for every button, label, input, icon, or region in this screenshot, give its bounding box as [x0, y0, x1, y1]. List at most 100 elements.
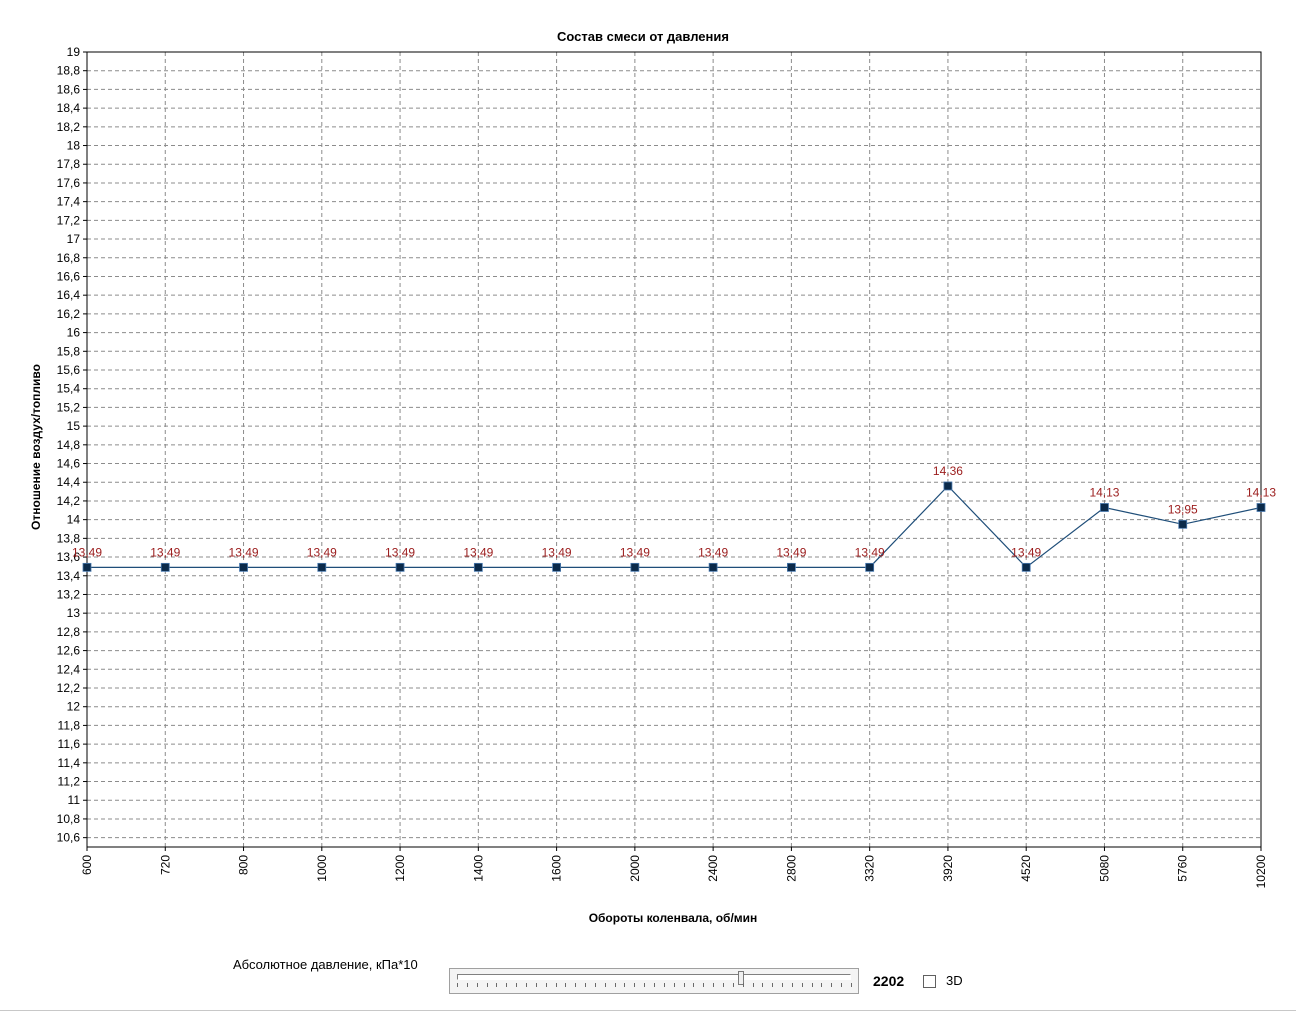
y-tick-label: 12,6 — [57, 644, 81, 658]
y-tick-label: 14,4 — [57, 475, 81, 489]
slider-tick — [575, 983, 577, 987]
y-tick-label: 18,6 — [57, 82, 81, 96]
chart-title: Состав смеси от давления — [557, 29, 729, 44]
y-tick-label: 17,2 — [57, 213, 81, 227]
slider-value: 2202 — [873, 973, 905, 989]
series-line — [87, 485, 1262, 569]
slider-tick — [801, 983, 803, 987]
slider-tick — [565, 983, 567, 987]
data-point — [1021, 562, 1031, 572]
data-point — [1100, 503, 1109, 512]
data-label: 14,13 — [1246, 485, 1276, 499]
x-tick-label: 4520 — [1019, 855, 1033, 882]
y-tick-label: 17,6 — [57, 176, 81, 190]
y-tick-label: 15,8 — [57, 344, 81, 358]
slider-tick — [811, 983, 813, 987]
data-label: 14,13 — [1089, 485, 1119, 499]
x-tick-label: 5080 — [1097, 855, 1111, 882]
slider-tick — [555, 983, 557, 987]
data-point — [82, 562, 92, 572]
divider — [0, 1010, 1296, 1011]
y-tick-label: 16,4 — [57, 288, 81, 302]
slider-tick — [604, 983, 606, 987]
slider-tick — [703, 983, 705, 987]
slider-tick — [476, 983, 478, 987]
slider-tick — [545, 983, 547, 987]
slider-tick — [594, 983, 596, 987]
data-point — [395, 562, 405, 572]
y-tick-label: 12,2 — [57, 681, 81, 695]
x-tick-label: 1200 — [393, 855, 407, 882]
y-tick-label: 11,4 — [58, 756, 81, 770]
data-point — [1178, 519, 1188, 529]
data-label: 14,36 — [933, 464, 963, 478]
y-tick-label: 18 — [67, 139, 81, 153]
y-tick-label: 15,4 — [57, 382, 81, 396]
slider-tick — [752, 983, 754, 987]
slider-tick — [693, 983, 695, 987]
y-tick-label: 11 — [68, 793, 81, 807]
plot-area — [86, 51, 1262, 848]
data-label: 13,49 — [542, 545, 572, 559]
x-axis-label: Обороты коленвала, об/мин — [589, 911, 758, 925]
x-tick-label: 2800 — [784, 855, 798, 882]
x-tick-label: 720 — [158, 855, 172, 875]
y-tick-label: 12 — [67, 700, 81, 714]
slider-tick — [525, 983, 527, 987]
x-tick-label: 800 — [237, 855, 251, 875]
y-tick-label: 15 — [67, 419, 81, 433]
y-tick-label: 11,6 — [58, 737, 81, 751]
slider-tick — [457, 983, 458, 987]
x-tick-label: 600 — [80, 855, 94, 875]
3d-checkbox-label: 3D — [946, 973, 963, 988]
slider-tick — [683, 983, 685, 987]
data-point — [787, 562, 796, 572]
slider-tick — [772, 983, 774, 987]
y-tick-label: 15,2 — [57, 400, 81, 414]
y-axis-label: Отношение воздух/топливо — [29, 364, 43, 530]
data-point — [1256, 503, 1266, 512]
data-label: 13,49 — [307, 545, 337, 559]
slider-tick — [624, 983, 626, 987]
slider-tick — [654, 983, 655, 987]
slider-tick — [535, 983, 537, 987]
slider-tick — [634, 983, 636, 987]
slider-thumb[interactable] — [737, 971, 744, 985]
y-tick-label: 12,4 — [57, 662, 81, 676]
slider-tick — [673, 983, 675, 987]
data-label: 13,49 — [698, 545, 728, 559]
3d-checkbox[interactable] — [923, 975, 936, 988]
slider-ticks — [457, 983, 852, 989]
slider-tick — [506, 983, 508, 987]
slider-tick — [722, 983, 724, 987]
y-tick-label: 13,8 — [57, 531, 81, 545]
slider-tick — [841, 983, 843, 987]
y-tick-label: 13,2 — [57, 587, 81, 601]
slider-tick — [831, 983, 833, 987]
y-tick-label: 18,2 — [57, 120, 81, 134]
data-label: 13,49 — [776, 545, 806, 559]
slider-tick — [791, 983, 793, 987]
data-point — [160, 562, 170, 572]
y-tick-label: 12,8 — [57, 625, 81, 639]
slider-tick — [782, 983, 784, 987]
slider-tick — [486, 983, 488, 987]
x-tick-label: 5760 — [1176, 855, 1190, 882]
x-tick-label: 1000 — [315, 855, 329, 882]
slider-tick — [732, 983, 734, 987]
data-point — [708, 562, 718, 572]
x-tick-label: 3320 — [863, 855, 877, 882]
data-point — [630, 562, 640, 572]
data-label: 13,49 — [385, 545, 415, 559]
y-tick-label: 19 — [67, 45, 81, 59]
pressure-slider[interactable] — [449, 968, 859, 994]
y-tick-label: 17,8 — [57, 157, 81, 171]
data-point — [552, 562, 561, 572]
data-point — [865, 562, 875, 572]
y-tick-label: 16,6 — [57, 269, 81, 283]
slider-tick — [644, 983, 646, 987]
data-label: 13,49 — [229, 545, 259, 559]
data-label: 13,49 — [855, 545, 885, 559]
slider-tick — [713, 983, 715, 987]
slider-tick — [821, 983, 823, 987]
